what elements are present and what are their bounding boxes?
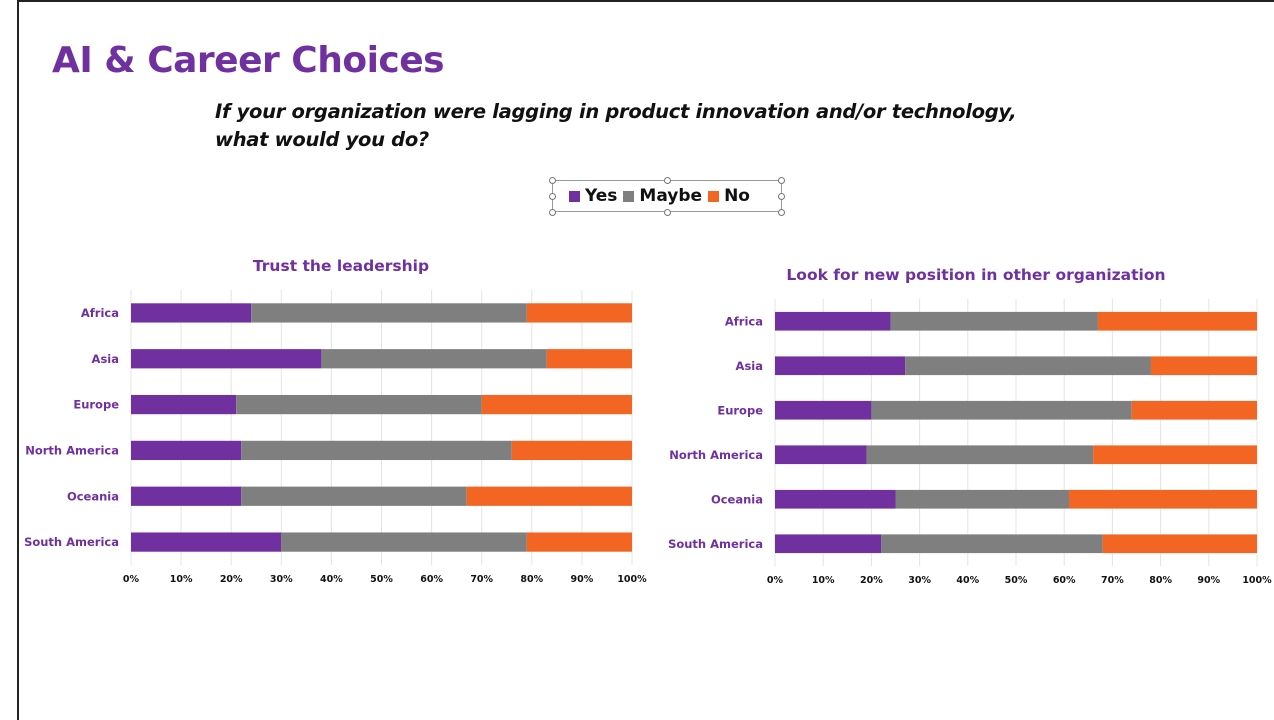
x-tick-label: 40% bbox=[320, 574, 343, 585]
x-tick-label: 40% bbox=[956, 575, 979, 586]
bar-yes-europe[interactable] bbox=[131, 394, 237, 415]
legend-label-no: No bbox=[724, 186, 750, 206]
bar-yes-europe[interactable] bbox=[775, 400, 872, 420]
category-label-north-america: North America bbox=[25, 443, 119, 457]
bar-maybe-oceania[interactable] bbox=[895, 489, 1070, 509]
bar-no-oceania[interactable] bbox=[466, 486, 632, 506]
slide-title[interactable]: AI & Career Choices bbox=[52, 40, 445, 81]
x-tick-label: 80% bbox=[1149, 575, 1172, 586]
x-tick-label: 60% bbox=[1053, 575, 1076, 586]
x-tick-label: 20% bbox=[860, 575, 883, 586]
resize-handle-bottom-right[interactable] bbox=[778, 209, 785, 216]
legend-swatch-maybe bbox=[623, 190, 635, 202]
bar-yes-south-america[interactable] bbox=[131, 532, 282, 552]
resize-handle-top-right[interactable] bbox=[778, 177, 785, 184]
legend-label-yes: Yes bbox=[585, 186, 618, 206]
x-tick-label: 50% bbox=[370, 574, 393, 585]
category-label-asia: Asia bbox=[92, 352, 119, 366]
bar-no-africa[interactable] bbox=[526, 303, 632, 323]
x-tick-label: 50% bbox=[1005, 575, 1028, 586]
bar-maybe-south-america[interactable] bbox=[881, 534, 1103, 554]
bar-yes-africa[interactable] bbox=[131, 303, 252, 323]
chart-legend[interactable]: Yes Maybe No bbox=[549, 177, 785, 216]
x-tick-label: 90% bbox=[1197, 575, 1220, 586]
question-line-2: what would you do? bbox=[215, 128, 429, 151]
bar-yes-south-america[interactable] bbox=[775, 534, 882, 554]
bar-maybe-north-america[interactable] bbox=[866, 445, 1094, 465]
chart-title: Look for new position in other organizat… bbox=[786, 266, 1165, 284]
x-tick-label: 10% bbox=[170, 574, 193, 585]
category-label-africa: Africa bbox=[81, 306, 119, 320]
chart-trust-the-leadership[interactable]: Trust the leadership 0% 10% 20% 30% 40% 50% 60%… bbox=[0, 0, 660, 600]
legend-items: Yes Maybe No bbox=[569, 186, 756, 206]
bar-no-south-america[interactable] bbox=[1102, 534, 1257, 554]
legend-item-yes[interactable]: Yes bbox=[569, 186, 617, 206]
x-tick-label: 80% bbox=[520, 574, 543, 585]
category-label-north-america: North America bbox=[669, 448, 763, 462]
bar-maybe-asia[interactable] bbox=[321, 349, 547, 369]
bar-yes-north-america[interactable] bbox=[775, 445, 867, 465]
bar-no-north-america[interactable] bbox=[511, 440, 632, 461]
bar-yes-oceania[interactable] bbox=[131, 486, 242, 506]
legend-item-maybe[interactable]: Maybe bbox=[623, 186, 702, 206]
resize-handle-bottom-center[interactable] bbox=[664, 209, 671, 216]
bar-maybe-north-america[interactable] bbox=[241, 440, 512, 461]
category-label-europe: Europe bbox=[73, 398, 119, 412]
x-tick-label: 60% bbox=[420, 574, 443, 585]
x-tick-label: 30% bbox=[270, 574, 293, 585]
category-label-south-america: South America bbox=[668, 537, 763, 551]
bar-no-africa[interactable] bbox=[1097, 311, 1257, 331]
bar-no-north-america[interactable] bbox=[1093, 445, 1257, 465]
bar-maybe-asia[interactable] bbox=[905, 356, 1151, 376]
x-tick-label: 100% bbox=[1242, 575, 1272, 586]
bar-no-europe[interactable] bbox=[481, 394, 632, 415]
bar-maybe-africa[interactable] bbox=[890, 311, 1098, 331]
x-tick-label: 10% bbox=[812, 575, 835, 586]
category-label-south-america: South America bbox=[24, 535, 119, 549]
bar-yes-oceania[interactable] bbox=[775, 489, 896, 509]
bar-yes-asia[interactable] bbox=[775, 356, 906, 376]
survey-question[interactable]: If your organization were lagging in pro… bbox=[215, 98, 1095, 154]
resize-handle-middle-left[interactable] bbox=[549, 193, 556, 200]
chart-title: Trust the leadership bbox=[253, 257, 429, 275]
legend-label-maybe: Maybe bbox=[639, 186, 703, 206]
bar-maybe-europe[interactable] bbox=[236, 394, 482, 415]
x-tick-label: 30% bbox=[908, 575, 931, 586]
resize-handle-top-left[interactable] bbox=[549, 177, 556, 184]
question-line-1: If your organization were lagging in pro… bbox=[215, 100, 1017, 123]
legend-swatch-no bbox=[708, 190, 720, 202]
resize-handle-top-center[interactable] bbox=[664, 177, 671, 184]
chart-look-for-new-position[interactable]: Look for new position in other organizat… bbox=[0, 0, 1274, 600]
category-label-europe: Europe bbox=[717, 403, 763, 417]
bar-maybe-oceania[interactable] bbox=[241, 486, 467, 506]
bar-yes-asia[interactable] bbox=[131, 349, 322, 369]
bar-no-south-america[interactable] bbox=[526, 532, 632, 552]
x-tick-label: 70% bbox=[1101, 575, 1124, 586]
x-tick-label: 0% bbox=[123, 574, 140, 585]
bar-no-oceania[interactable] bbox=[1069, 489, 1257, 509]
category-label-oceania: Oceania bbox=[67, 489, 119, 503]
bar-yes-africa[interactable] bbox=[775, 311, 891, 331]
x-tick-label: 90% bbox=[571, 574, 594, 585]
resize-handle-bottom-left[interactable] bbox=[549, 209, 556, 216]
bar-maybe-africa[interactable] bbox=[251, 303, 527, 323]
category-label-oceania: Oceania bbox=[711, 492, 763, 506]
bar-no-europe[interactable] bbox=[1131, 400, 1257, 420]
bar-no-asia[interactable] bbox=[546, 349, 632, 369]
bar-maybe-south-america[interactable] bbox=[281, 532, 527, 552]
x-tick-label: 70% bbox=[470, 574, 493, 585]
bar-maybe-europe[interactable] bbox=[871, 400, 1132, 420]
x-tick-label: 100% bbox=[617, 574, 647, 585]
x-tick-label: 20% bbox=[220, 574, 243, 585]
category-label-asia: Asia bbox=[736, 359, 763, 373]
bar-no-asia[interactable] bbox=[1150, 356, 1257, 376]
x-tick-label: 0% bbox=[767, 575, 784, 586]
legend-swatch-yes bbox=[569, 190, 580, 202]
bar-yes-north-america[interactable] bbox=[131, 440, 242, 461]
legend-item-no[interactable]: No bbox=[708, 186, 750, 206]
category-label-africa: Africa bbox=[725, 314, 763, 328]
resize-handle-middle-right[interactable] bbox=[778, 193, 785, 200]
slide-frame bbox=[17, 0, 1274, 720]
